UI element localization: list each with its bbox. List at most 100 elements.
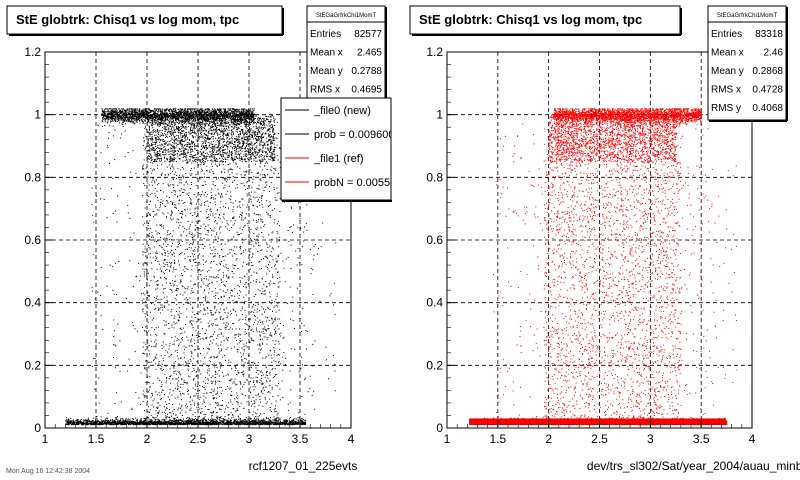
scatter-point bbox=[172, 118, 174, 120]
scatter-point bbox=[234, 148, 236, 149]
scatter-point bbox=[102, 121, 104, 123]
scatter-point bbox=[123, 110, 125, 112]
scatter-point bbox=[159, 110, 161, 112]
scatter-point bbox=[153, 113, 155, 115]
scatter-point bbox=[100, 198, 101, 200]
scatter-point bbox=[148, 132, 150, 134]
scatter-point bbox=[265, 147, 267, 149]
scatter-point bbox=[181, 116, 183, 118]
scatter-point bbox=[150, 157, 151, 159]
scatter-point bbox=[176, 111, 178, 113]
scatter-point bbox=[152, 117, 154, 119]
scatter-point bbox=[143, 121, 144, 123]
scatter-point bbox=[271, 139, 273, 141]
scatter-point bbox=[156, 130, 158, 132]
scatter-point bbox=[202, 120, 204, 122]
scatter-point bbox=[169, 156, 171, 158]
scatter-point bbox=[122, 122, 124, 123]
scatter-point bbox=[109, 118, 111, 120]
scatter-point bbox=[228, 127, 230, 129]
scatter-point bbox=[177, 114, 179, 116]
scatter-point bbox=[218, 153, 220, 155]
scatter-point bbox=[147, 113, 149, 115]
scatter-point bbox=[214, 123, 216, 125]
scatter-point bbox=[221, 350, 222, 352]
scatter-point bbox=[155, 138, 157, 140]
scatter-point bbox=[217, 153, 219, 155]
scatter-point bbox=[185, 148, 187, 150]
scatter-point bbox=[231, 120, 232, 122]
scatter-point bbox=[237, 147, 239, 149]
scatter-point bbox=[259, 123, 261, 125]
scatter-point bbox=[213, 157, 215, 159]
scatter-point bbox=[208, 119, 209, 121]
scatter-point bbox=[136, 109, 138, 111]
scatter-point bbox=[248, 117, 250, 119]
scatter-point bbox=[193, 112, 195, 114]
scatter-point bbox=[145, 112, 147, 114]
scatter-point bbox=[226, 141, 228, 143]
scatter-point bbox=[274, 159, 276, 161]
scatter-point bbox=[245, 118, 247, 119]
scatter-point bbox=[195, 112, 197, 113]
scatter-point bbox=[197, 402, 199, 404]
scatter-point bbox=[224, 109, 226, 111]
scatter-point bbox=[119, 118, 121, 120]
scatter-point bbox=[159, 158, 161, 160]
scatter-point bbox=[212, 109, 214, 111]
scatter-point bbox=[178, 120, 180, 122]
scatter-point bbox=[176, 112, 177, 114]
scatter-point bbox=[214, 331, 215, 333]
scatter-point bbox=[182, 125, 183, 127]
scatter-point bbox=[187, 391, 188, 392]
scatter-point bbox=[212, 114, 214, 116]
scatter-point bbox=[159, 118, 161, 120]
scatter-point bbox=[276, 293, 278, 295]
scatter-point bbox=[174, 136, 176, 138]
scatter-point bbox=[128, 112, 129, 114]
scatter-point bbox=[168, 117, 169, 118]
scatter-point bbox=[206, 119, 208, 121]
scatter-point bbox=[274, 148, 276, 150]
scatter-point bbox=[163, 154, 165, 156]
scatter-point bbox=[213, 147, 215, 149]
scatter-point bbox=[178, 130, 180, 132]
scatter-point bbox=[251, 153, 253, 155]
scatter-point bbox=[209, 309, 211, 311]
scatter-point bbox=[242, 121, 244, 123]
scatter-point bbox=[231, 394, 233, 396]
scatter-point bbox=[269, 135, 270, 137]
scatter-point bbox=[179, 114, 180, 116]
scatter-point bbox=[268, 320, 270, 322]
scatter-point bbox=[205, 118, 207, 120]
scatter-point bbox=[216, 147, 218, 149]
scatter-point bbox=[242, 132, 243, 134]
scatter-point bbox=[114, 111, 116, 112]
scatter-point bbox=[120, 112, 122, 113]
scatter-point bbox=[222, 161, 224, 162]
scatter-point bbox=[165, 128, 166, 130]
scatter-point bbox=[190, 115, 192, 116]
scatter-point bbox=[167, 114, 168, 116]
scatter-point bbox=[155, 143, 157, 145]
scatter-point bbox=[165, 135, 167, 137]
scatter-point bbox=[209, 138, 211, 140]
scatter-point bbox=[142, 115, 143, 117]
scatter-point bbox=[208, 117, 209, 119]
scatter-point bbox=[252, 331, 254, 332]
scatter-point bbox=[222, 154, 224, 156]
scatter-point bbox=[188, 139, 190, 141]
scatter-point bbox=[188, 144, 190, 145]
scatter-point bbox=[183, 115, 185, 117]
scatter-point bbox=[170, 374, 172, 376]
scatter-point bbox=[199, 113, 201, 115]
scatter-point bbox=[208, 125, 210, 127]
scatter-point bbox=[141, 119, 143, 121]
scatter-point bbox=[239, 146, 241, 148]
scatter-point bbox=[124, 118, 126, 120]
scatter-point bbox=[120, 118, 122, 120]
scatter-point bbox=[134, 115, 136, 117]
scatter-point bbox=[159, 141, 161, 143]
scatter-point bbox=[228, 156, 230, 158]
scatter-point bbox=[220, 108, 222, 110]
